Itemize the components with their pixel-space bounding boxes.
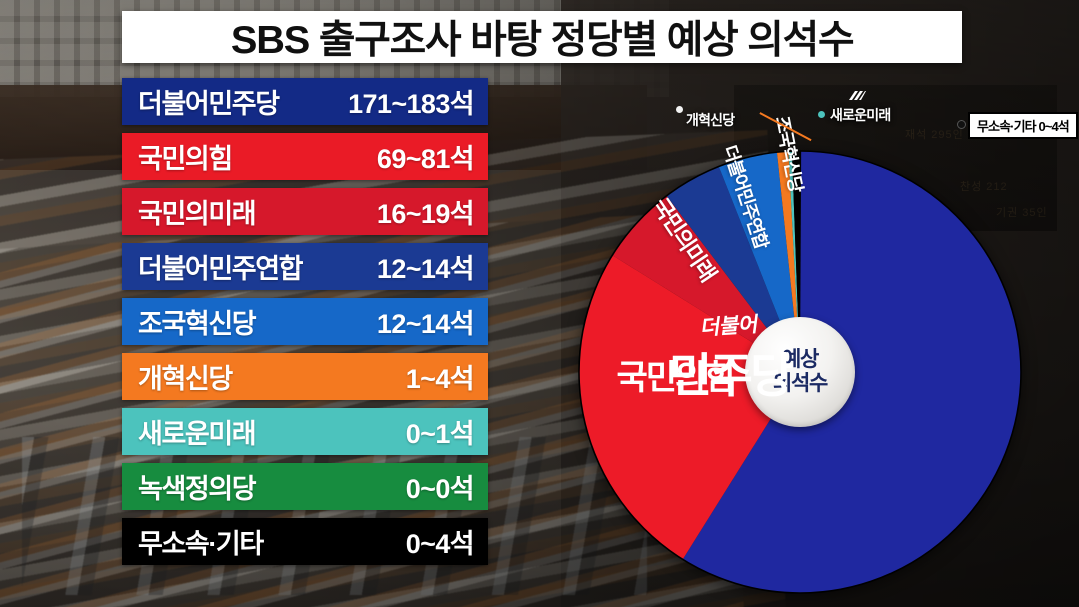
- party-seats: 0~1석: [405, 419, 475, 449]
- list-item: 국민의힘 69~81석: [122, 133, 488, 180]
- list-item: 무소속·기타 0~4석: [122, 518, 488, 565]
- page-title-bar: SBS 출구조사 바탕 정당별 예상 의석수: [122, 11, 962, 63]
- list-item: 더불어민주당 171~183석: [122, 78, 488, 125]
- pie-slice: [791, 150, 802, 372]
- pie-slice: [579, 255, 800, 560]
- party-name: 개혁신당: [138, 364, 233, 394]
- list-item: 국민의미래 16~19석: [122, 188, 488, 235]
- list-item: 더불어민주연합 12~14석: [122, 243, 488, 290]
- list-item: 개혁신당 1~4석: [122, 353, 488, 400]
- pie-slice: [776, 151, 800, 372]
- party-name: 더불어민주당: [138, 89, 280, 119]
- party-seats: 12~14석: [376, 254, 475, 284]
- page-title: SBS 출구조사 바탕 정당별 예상 의석수: [230, 19, 855, 62]
- party-name: 조국혁신당: [138, 309, 257, 339]
- party-seats: 16~19석: [376, 199, 475, 229]
- party-seats: 12~14석: [376, 309, 475, 339]
- party-name: 새로운미래: [138, 419, 257, 449]
- party-seat-list: 더불어민주당 171~183석 국민의힘 69~81석 국민의미래 16~19석…: [122, 78, 488, 573]
- party-name: 국민의미래: [138, 199, 257, 229]
- seat-share-pie-chart: 국민의미래 더불어민주연합 조국혁신당 예상 의석수: [578, 115, 1022, 594]
- pie-center-label: 예상 의석수: [745, 317, 855, 427]
- party-seats: 171~183석: [348, 89, 475, 119]
- party-seats: 69~81석: [376, 144, 475, 174]
- party-seats: 0~0석: [405, 474, 475, 504]
- pie-slice: [612, 195, 800, 372]
- party-seats: 0~4석: [405, 529, 475, 559]
- pie-center-line-1: 예상: [781, 348, 819, 372]
- pie-slice: [666, 166, 800, 372]
- list-item: 새로운미래 0~1석: [122, 408, 488, 455]
- list-item: 조국혁신당 12~14석: [122, 298, 488, 345]
- party-name: 무소속·기타: [138, 529, 264, 559]
- pie-slice: [718, 152, 800, 372]
- pie-slice: [788, 151, 800, 372]
- pie-outline: [578, 150, 1022, 594]
- list-item: 녹색정의당 0~0석: [122, 463, 488, 510]
- party-name: 국민의힘: [138, 144, 233, 174]
- party-seats: 1~4석: [405, 364, 475, 394]
- party-name: 더불어민주연합: [138, 254, 303, 284]
- party-name: 녹색정의당: [138, 474, 257, 504]
- pie-center-line-2: 의석수: [772, 372, 828, 395]
